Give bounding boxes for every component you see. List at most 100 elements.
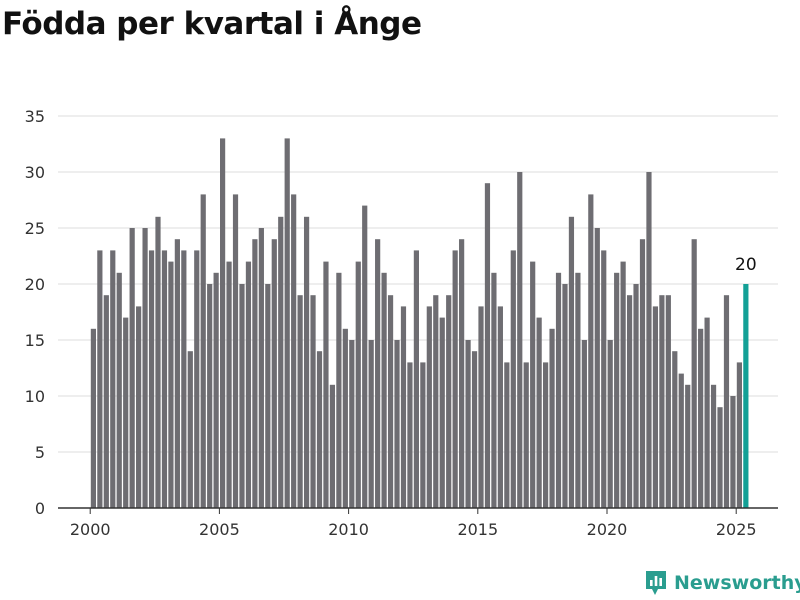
y-tick-label: 20 [25,275,45,294]
bar [142,228,148,508]
bar [736,362,742,508]
bar [620,261,626,508]
bar [723,295,730,508]
bar [491,272,497,508]
bar [116,272,122,508]
bar [717,407,723,508]
bar [594,228,600,508]
x-tick-label: 2000 [70,520,111,539]
bar [291,194,297,508]
bar [459,239,465,508]
bar [633,284,639,508]
bar [362,205,368,508]
x-tick-label: 2010 [328,520,369,539]
bar [510,250,516,508]
bar [161,250,168,508]
bar [316,351,323,508]
bar [665,295,671,508]
bar [575,272,581,508]
bar [148,250,155,508]
newsworthy-logo[interactable]: Newsworthy [644,569,800,597]
bar [303,216,310,509]
bar [652,306,659,508]
bar [174,239,180,508]
bar [278,216,284,509]
bar [329,384,336,508]
bar [239,284,245,508]
y-tick-label: 0 [35,499,45,518]
newsworthy-logo-text: Newsworthy [674,572,800,594]
bar [207,284,213,508]
bar [471,351,478,508]
bar [136,306,142,508]
bar [685,384,691,508]
y-tick-label: 30 [25,163,45,182]
x-tick-label: 2005 [199,520,240,539]
bar [407,362,413,508]
bar [484,183,491,508]
bar [601,250,607,508]
x-tick-label: 2015 [457,520,498,539]
bar [323,261,329,508]
y-tick-label: 15 [25,331,45,350]
newsworthy-logo-icon [646,571,666,595]
bar [168,261,174,508]
bar [433,295,439,508]
bar [342,328,348,508]
bar [452,250,458,508]
bar [659,295,665,508]
bar [420,362,426,508]
bar [478,306,484,508]
bar [310,295,316,508]
bar [555,272,562,508]
data-label: 20 [735,255,757,275]
bar [523,362,529,508]
bar [517,172,523,508]
bar [123,317,129,508]
x-tick-label: 2025 [716,520,757,539]
bar [626,295,633,508]
bar [110,250,116,508]
bar [639,239,646,508]
bar [129,228,135,508]
bar [710,384,717,508]
bar [530,261,536,508]
bar [349,340,355,508]
bar [672,351,678,508]
y-tick-label: 35 [25,107,45,126]
bar [265,284,271,508]
x-tick-label: 2020 [587,520,628,539]
y-tick-label: 25 [25,219,45,238]
y-tick-label: 10 [25,387,45,406]
y-tick-label: 5 [35,443,45,462]
bar [543,362,549,508]
bar-highlight [743,284,749,508]
bar [691,239,697,508]
bar [226,261,232,508]
bar [200,194,206,508]
bar [581,340,587,508]
bar [381,272,387,508]
bar [245,261,252,508]
bar [614,272,620,508]
bar [97,250,103,508]
bar [387,295,394,508]
bar [504,362,510,508]
bar [252,239,258,508]
bar [220,138,226,508]
bar [568,216,575,509]
bar [103,295,109,508]
bar [232,194,239,508]
bar [698,328,704,508]
bar [536,317,542,508]
bar [588,194,594,508]
bar [704,317,710,508]
bar [368,340,374,508]
bar [258,228,264,508]
bar [336,272,342,508]
bar [439,317,445,508]
bar [181,250,187,508]
bar [284,138,290,508]
bar [194,250,200,508]
